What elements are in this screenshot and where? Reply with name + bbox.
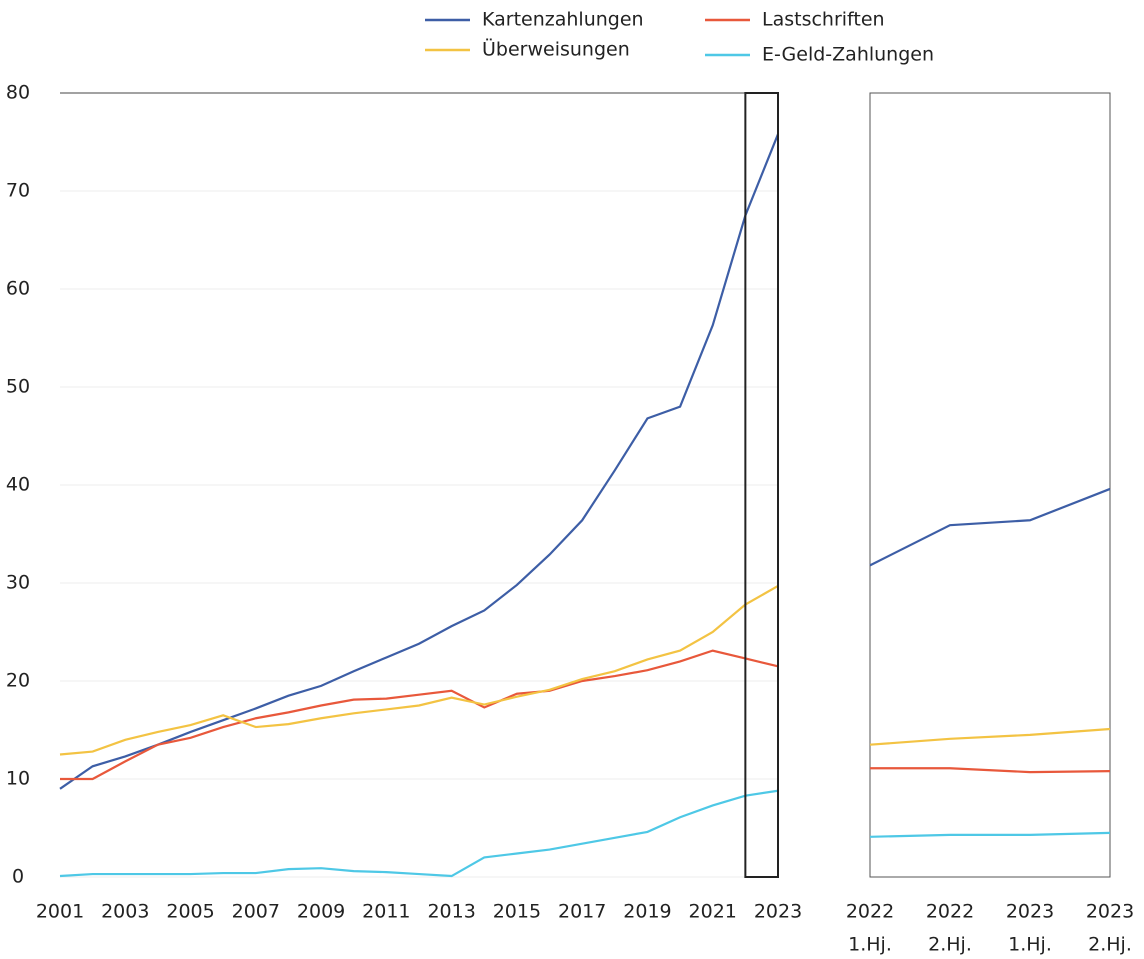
legend-label: Kartenzahlungen: [482, 9, 644, 31]
series-line: [869, 831, 1111, 838]
y-tick-label: 30: [6, 572, 30, 594]
x-tick-label: 2011: [362, 901, 410, 923]
series-line: [869, 727, 1111, 746]
highlight-box: [744, 92, 780, 878]
x-tick-label: 2001: [36, 901, 84, 923]
series-line: [60, 649, 779, 781]
x-tick-label: 2022: [846, 901, 894, 923]
x-tick-label: 2023: [1086, 901, 1134, 923]
legend-label: E-Geld-Zahlungen: [762, 44, 934, 66]
y-tick-label: 40: [6, 474, 30, 496]
legend-label: Überweisungen: [482, 38, 630, 61]
y-tick-label: 0: [12, 866, 24, 888]
x-tick-label: 2.Hj.: [1088, 934, 1132, 956]
y-tick-label: 20: [6, 670, 30, 692]
x-tick-label: 2.Hj.: [928, 934, 972, 956]
x-tick-label: 2015: [493, 901, 541, 923]
x-tick-label: 2023: [754, 901, 802, 923]
panel-frame: [869, 92, 1111, 878]
x-tick-label: 2023: [1006, 901, 1054, 923]
series-line: [869, 487, 1111, 567]
series-line: [59, 789, 779, 878]
series-line: [870, 767, 1111, 774]
series-line: [59, 133, 780, 790]
series-line: [59, 584, 779, 756]
y-tick-label: 10: [6, 768, 30, 790]
y-tick-label: 80: [6, 82, 30, 104]
x-tick-label: 2007: [232, 901, 280, 923]
x-tick-label: 2021: [689, 901, 737, 923]
y-tick-label: 60: [6, 278, 30, 300]
x-tick-label: 1.Hj.: [1008, 934, 1052, 956]
x-tick-label: 2019: [623, 901, 671, 923]
y-tick-label: 50: [6, 376, 30, 398]
x-tick-label: 2005: [166, 901, 214, 923]
x-tick-label: 2017: [558, 901, 606, 923]
x-tick-label: 1.Hj.: [848, 934, 892, 956]
legend-label: Lastschriften: [762, 9, 885, 31]
x-tick-label: 2003: [101, 901, 149, 923]
x-tick-label: 2013: [427, 901, 475, 923]
y-tick-label: 70: [6, 180, 30, 202]
x-tick-label: 2009: [297, 901, 345, 923]
x-tick-label: 2022: [926, 901, 974, 923]
